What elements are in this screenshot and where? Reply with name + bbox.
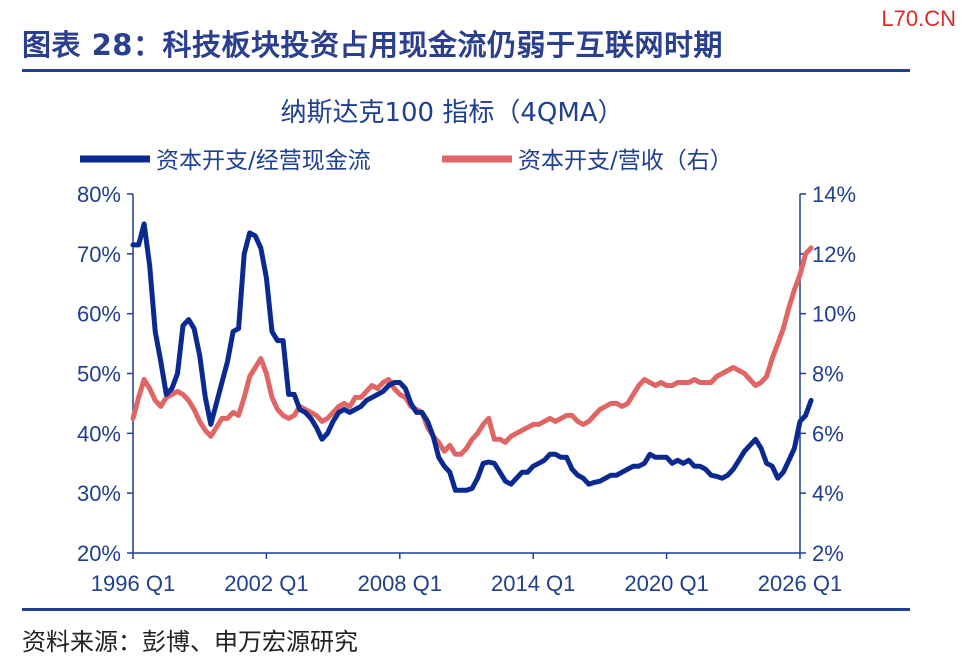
y-right-tick-label: 12% xyxy=(812,242,856,267)
y-right-tick-label: 4% xyxy=(812,481,844,506)
axes: 20% 30% 40% 50% 60% 70% 80% 2% 4% 6% 8% 10% 12% 14% 19… xyxy=(77,182,856,596)
x-tick-label: 2014 Q1 xyxy=(491,571,575,596)
y-right-tick-label: 2% xyxy=(812,541,844,566)
x-tick-label: 2026 Q1 xyxy=(758,571,842,596)
y-left-tick-label: 50% xyxy=(77,362,121,387)
y-right-tick-label: 14% xyxy=(812,182,856,207)
series-line-capex-to-ocf xyxy=(130,221,814,493)
legend: 资本开支/经营现金流 资本开支/营收（右） xyxy=(80,148,733,174)
y-right-tick-label: 10% xyxy=(812,302,856,327)
series-line-capex-to-revenue xyxy=(130,245,814,457)
top-rule xyxy=(22,69,910,72)
y-right-tick-label: 6% xyxy=(812,421,844,446)
x-tick-label: 1996 Q1 xyxy=(91,571,175,596)
x-tick-label: 2020 Q1 xyxy=(624,571,708,596)
x-tick-label: 2002 Q1 xyxy=(224,571,308,596)
series-lines xyxy=(130,221,814,493)
watermark: L70.CN xyxy=(881,6,956,31)
y-right-tick-label: 8% xyxy=(812,362,844,387)
figure-title: 图表 28：科技板块投资占用现金流仍弱于互联网时期 xyxy=(22,28,723,62)
y-left-tick-label: 70% xyxy=(77,242,121,267)
y-left-tick-label: 60% xyxy=(77,302,121,327)
y-left-tick-label: 40% xyxy=(77,421,121,446)
x-tick-label: 2008 Q1 xyxy=(358,571,442,596)
legend-label-series-1: 资本开支/经营现金流 xyxy=(156,148,371,174)
y-left-tick-label: 20% xyxy=(77,541,121,566)
bottom-rule xyxy=(22,608,910,611)
chart-title: 纳斯达克100 指标（4QMA） xyxy=(280,98,623,128)
y-left-tick-label: 30% xyxy=(77,481,121,506)
y-left-tick-label: 80% xyxy=(77,182,121,207)
legend-label-series-2: 资本开支/营收（右） xyxy=(518,148,733,174)
source-note: 资料来源：彭博、申万宏源研究 xyxy=(22,628,358,656)
